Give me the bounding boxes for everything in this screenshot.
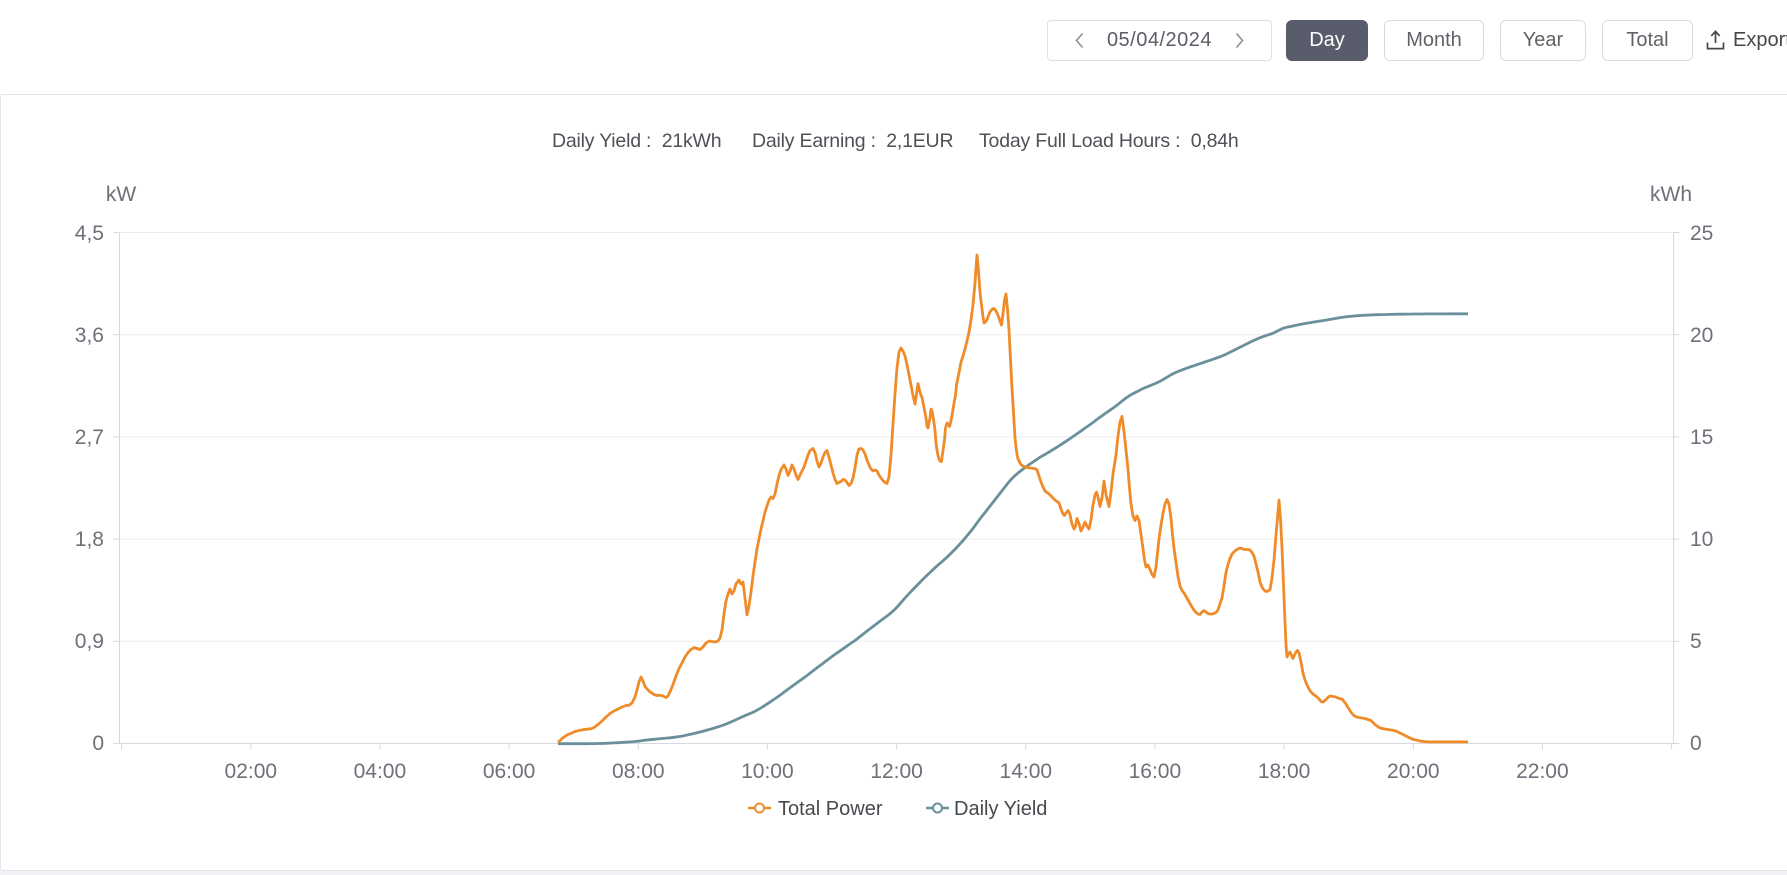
svg-text:kWh: kWh xyxy=(1650,183,1692,206)
svg-text:Total Power: Total Power xyxy=(778,798,883,820)
svg-text:kW: kW xyxy=(106,183,137,206)
svg-text:12:00: 12:00 xyxy=(870,760,923,783)
svg-text:02:00: 02:00 xyxy=(225,760,278,783)
svg-text:0: 0 xyxy=(92,732,104,755)
svg-text:4,5: 4,5 xyxy=(75,222,104,245)
svg-text:15: 15 xyxy=(1690,426,1713,449)
svg-text:22:00: 22:00 xyxy=(1516,760,1569,783)
svg-text:08:00: 08:00 xyxy=(612,760,665,783)
svg-text:Daily Yield : 21kWh: Daily Yield : 21kWh xyxy=(552,130,721,152)
svg-text:20:00: 20:00 xyxy=(1387,760,1440,783)
svg-text:20: 20 xyxy=(1690,324,1713,347)
svg-text:04:00: 04:00 xyxy=(354,760,407,783)
svg-text:10: 10 xyxy=(1690,528,1713,551)
svg-text:2,7: 2,7 xyxy=(75,426,104,449)
svg-text:5: 5 xyxy=(1690,630,1702,653)
svg-text:10:00: 10:00 xyxy=(741,760,794,783)
svg-text:Daily Earning : 2,1EUR: Daily Earning : 2,1EUR xyxy=(752,130,953,152)
svg-text:3,6: 3,6 xyxy=(75,324,104,347)
svg-text:06:00: 06:00 xyxy=(483,760,536,783)
svg-text:16:00: 16:00 xyxy=(1129,760,1182,783)
svg-text:1,8: 1,8 xyxy=(75,528,104,551)
svg-text:0: 0 xyxy=(1690,732,1702,755)
svg-text:14:00: 14:00 xyxy=(1000,760,1053,783)
svg-text:Daily Yield: Daily Yield xyxy=(954,798,1047,820)
svg-text:Today Full Load Hours : 0,84h: Today Full Load Hours : 0,84h xyxy=(979,130,1239,152)
svg-text:18:00: 18:00 xyxy=(1258,760,1311,783)
svg-text:25: 25 xyxy=(1690,222,1713,245)
svg-text:0,9: 0,9 xyxy=(75,630,104,653)
